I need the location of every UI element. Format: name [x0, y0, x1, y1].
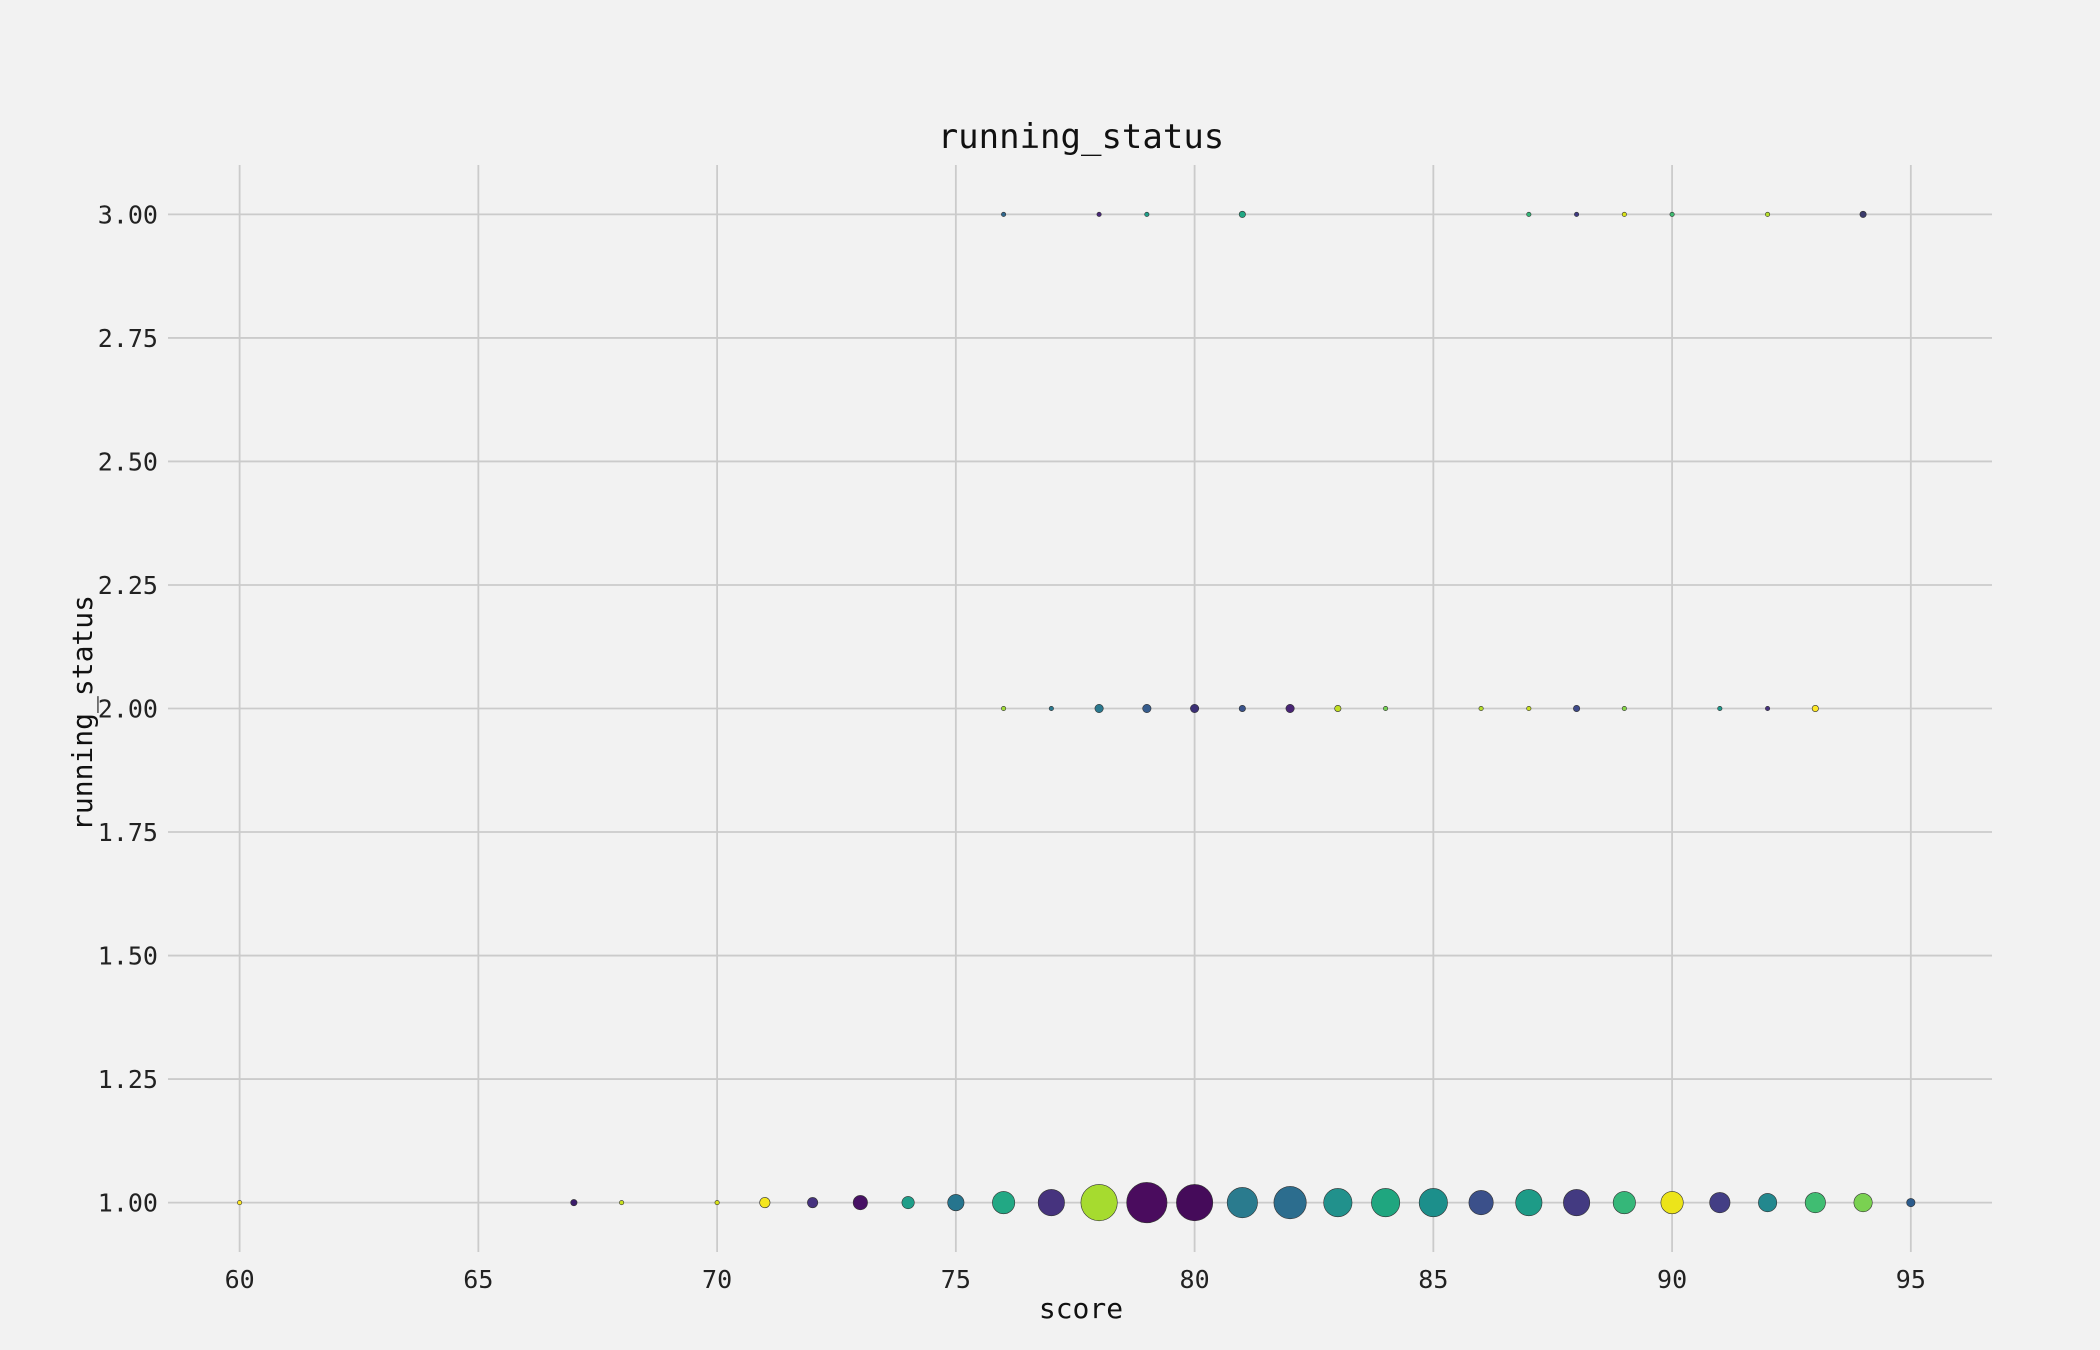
data-point [1621, 705, 1627, 711]
data-point [947, 1194, 965, 1212]
x-tick-label: 80 [1180, 1265, 1210, 1294]
data-point [759, 1197, 771, 1209]
y-axis-label: running_status [66, 595, 100, 831]
chart-title: running_status [938, 117, 1225, 157]
x-tick-labels: 60 65 70 75 80 85 90 95 [225, 1265, 1926, 1294]
data-point [1717, 705, 1723, 711]
x-tick-label: 85 [1418, 1265, 1448, 1294]
data-point [1853, 1193, 1873, 1213]
data-point [1190, 703, 1200, 713]
y-tick-label: 1.00 [98, 1189, 158, 1218]
data-point [1468, 1190, 1494, 1216]
data-point [1323, 1188, 1353, 1218]
y-tick-label: 2.50 [98, 447, 158, 476]
data-point [807, 1197, 819, 1209]
data-point [992, 1191, 1016, 1215]
data-point [1176, 1184, 1214, 1222]
data-point [1096, 211, 1102, 217]
data-point [1526, 705, 1532, 711]
data-points [237, 210, 1916, 1224]
data-point [1804, 1192, 1826, 1214]
data-point [1273, 1186, 1307, 1220]
x-tick-label: 90 [1657, 1265, 1687, 1294]
data-point [1142, 703, 1152, 713]
data-point [714, 1200, 720, 1206]
data-point [1094, 703, 1104, 713]
y-gridlines [168, 213, 1992, 1204]
data-point [1001, 705, 1007, 711]
y-tick-label: 1.75 [98, 818, 158, 847]
data-point [1478, 705, 1484, 711]
data-point [1906, 1198, 1916, 1208]
data-point [1563, 1189, 1591, 1217]
x-tick-label: 70 [702, 1265, 732, 1294]
data-point [1765, 705, 1771, 711]
x-tick-label: 75 [941, 1265, 971, 1294]
data-point [1758, 1193, 1778, 1213]
data-point [1226, 1187, 1258, 1219]
data-point [1811, 704, 1819, 712]
data-point [1660, 1191, 1684, 1215]
y-tick-label: 2.25 [98, 571, 158, 600]
data-point [1037, 1189, 1065, 1217]
data-point [570, 1199, 578, 1207]
data-point [1709, 1192, 1731, 1214]
data-point [1334, 704, 1342, 712]
data-point [1573, 704, 1581, 712]
x-tick-label: 95 [1896, 1265, 1926, 1294]
y-tick-label: 1.25 [98, 1065, 158, 1094]
data-point [1621, 211, 1627, 217]
x-tick-label: 65 [463, 1265, 493, 1294]
data-point [1383, 705, 1389, 711]
data-point [619, 1200, 625, 1206]
data-point [1515, 1189, 1543, 1217]
data-point [1126, 1182, 1168, 1224]
data-point [1612, 1191, 1636, 1215]
data-point [1144, 211, 1150, 217]
data-point [1238, 210, 1246, 218]
data-point [1238, 704, 1246, 712]
y-tick-label: 2.75 [98, 324, 158, 353]
data-point [1371, 1188, 1401, 1218]
data-point [1574, 211, 1580, 217]
y-tick-labels: 1.00 1.25 1.50 1.75 2.00 2.25 2.50 2.75 3.00 [98, 200, 158, 1217]
data-point [237, 1200, 243, 1206]
data-point [1285, 703, 1295, 713]
data-point [852, 1195, 868, 1211]
y-tick-label: 2.00 [98, 695, 158, 724]
data-point [1080, 1184, 1118, 1222]
x-tick-label: 60 [225, 1265, 255, 1294]
data-point [1418, 1188, 1448, 1218]
data-point [1001, 211, 1007, 217]
data-point [1859, 210, 1867, 218]
x-axis-label: score [1039, 1292, 1123, 1325]
data-point [1669, 211, 1675, 217]
data-point [1765, 211, 1771, 217]
y-tick-label: 1.50 [98, 942, 158, 971]
y-tick-label: 3.00 [98, 200, 158, 229]
data-point [1526, 211, 1532, 217]
data-point [901, 1196, 915, 1210]
data-point [1048, 705, 1054, 711]
